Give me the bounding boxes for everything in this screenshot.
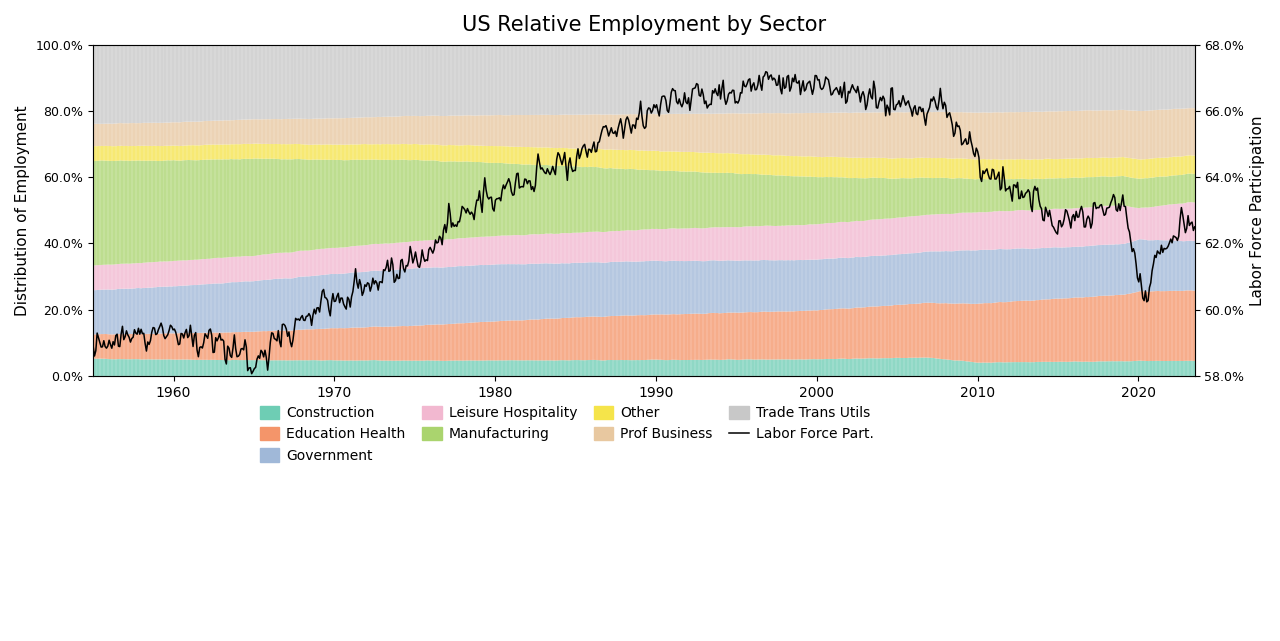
Labor Force Part. [402, 243, 417, 251]
Labor Force Part. [758, 68, 773, 76]
Labor Force Part. [195, 344, 210, 352]
Labor Force Part. [358, 283, 374, 290]
Labor Force Part. [287, 326, 302, 333]
Labor Force Part. [869, 104, 884, 112]
Y-axis label: Labor Force Participation: Labor Force Participation [1251, 115, 1265, 306]
Labor Force Part. [1187, 223, 1202, 231]
Labor Force Part. [86, 342, 101, 350]
Legend: Construction, Education Health, Government, Leisure Hospitality, Manufacturing, : Construction, Education Health, Governme… [255, 400, 879, 469]
Y-axis label: Distribution of Employment: Distribution of Employment [15, 105, 29, 316]
Title: US Relative Employment by Sector: US Relative Employment by Sector [462, 15, 826, 35]
Labor Force Part. [1075, 208, 1091, 216]
Labor Force Part. [244, 370, 260, 378]
Line: Labor Force Part.: Labor Force Part. [93, 72, 1194, 374]
